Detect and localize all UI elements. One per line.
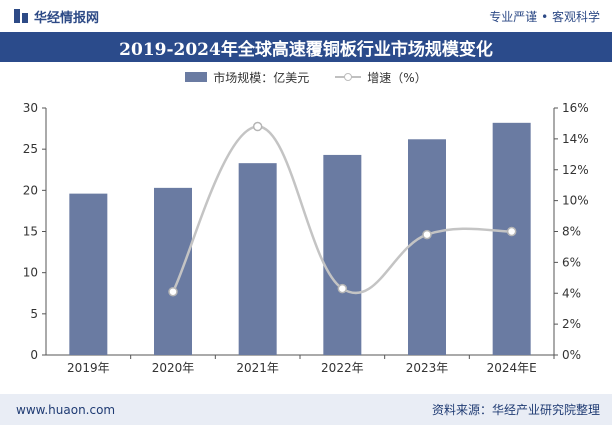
y-right-tick-label: 14% (562, 132, 589, 146)
y-right-tick-label: 12% (562, 163, 589, 177)
growth-point-5 (506, 226, 517, 237)
y-right-tick-label: 16% (562, 101, 589, 115)
footer: www.huaon.com 资料来源：华经产业研究院整理 (0, 394, 612, 425)
y-left-tick-label: 5 (30, 307, 38, 321)
top-bar: 华经情报网 专业严谨 • 客观科学 (0, 0, 612, 32)
growth-point-4 (422, 229, 432, 240)
bar-2 (154, 187, 192, 355)
bar-3 (238, 163, 277, 355)
y-left-tick-label: 15 (23, 225, 38, 239)
x-tick-label: 2023年 (406, 361, 449, 375)
growth-line (171, 125, 512, 295)
legend-bar-swatch (185, 72, 208, 82)
bar-1 (69, 193, 108, 355)
x-tick-label: 2020年 (152, 361, 195, 375)
y-left-tick-label: 0 (30, 348, 38, 362)
legend-label-line: 增速（%） (367, 70, 427, 85)
y-left-tick-label: 25 (23, 142, 38, 156)
y-right-tick-label: 6% (562, 255, 581, 269)
x-tick-label: 2019年 (67, 361, 110, 375)
y-left-tick-label: 20 (23, 183, 38, 197)
legend-item-line: 增速（%） (335, 69, 427, 86)
bar-6 (492, 122, 531, 355)
growth-point-1 (168, 286, 178, 297)
brand-logo-icon (14, 9, 28, 23)
growth-point-3 (337, 283, 348, 294)
chart-legend: 市场规模：亿美元 增速（%） (0, 66, 612, 88)
x-tick-label: 2024年E (487, 361, 537, 375)
legend-item-bar: 市场规模：亿美元 (185, 69, 309, 86)
chart-title: 2019-2024年全球高速覆铜板行业市场规模变化 (0, 32, 612, 62)
bar-4 (323, 154, 362, 355)
slogan: 专业严谨 • 客观科学 (489, 9, 600, 24)
legend-line-swatch (335, 71, 362, 83)
y-right-tick-label: 10% (562, 194, 589, 208)
legend-label-bar: 市场规模：亿美元 (213, 70, 310, 85)
chart-plot: 0 5 10 15 20 25 30 0% 2% 4% 6% 8% 10% 12% 14% 16% 2019年 2… (23, 101, 589, 375)
brand: 华经情报网 (14, 7, 99, 26)
y-left-tick-label: 30 (23, 101, 38, 115)
y-right-tick-label: 4% (562, 286, 581, 300)
growth-point-2 (252, 121, 263, 132)
footer-source: 资料来源：华经产业研究院整理 (431, 403, 600, 417)
bar-5 (408, 139, 446, 355)
x-tick-label: 2021年 (236, 361, 279, 375)
footer-website[interactable]: www.huaon.com (16, 402, 116, 417)
y-right-tick-label: 8% (562, 225, 581, 239)
x-tick-label: 2022年 (321, 361, 364, 375)
y-left-tick-label: 10 (23, 266, 38, 280)
y-right-tick-label: 2% (562, 317, 581, 331)
y-right-tick-label: 0% (562, 348, 581, 362)
brand-name: 华经情报网 (34, 10, 100, 26)
